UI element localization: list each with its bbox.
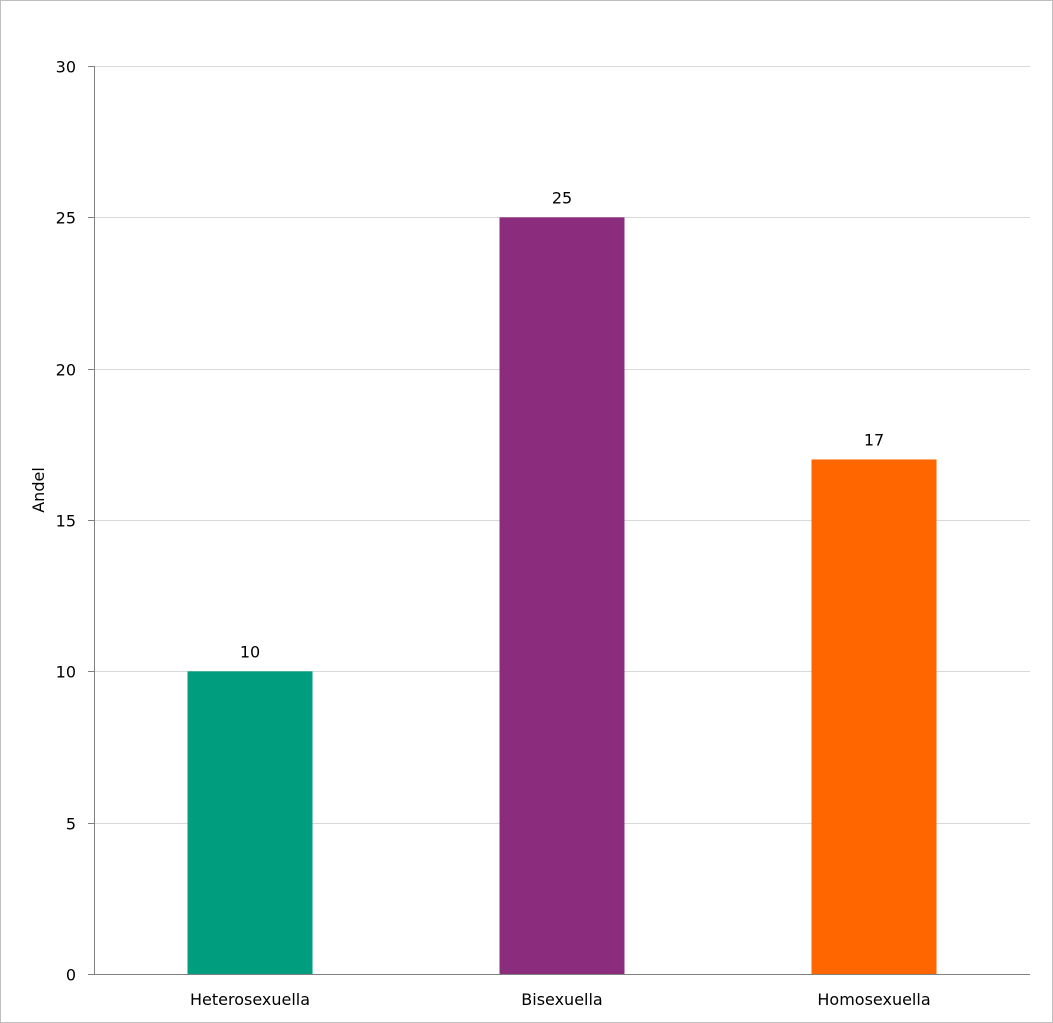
bar-homosexuella	[811, 459, 937, 974]
y-tick-label: 15	[56, 512, 76, 531]
x-category-label: Homosexuella	[817, 990, 930, 1009]
bars	[187, 217, 937, 975]
y-tick-label: 0	[66, 966, 76, 985]
y-tick-label: 25	[56, 209, 76, 228]
data-label: 25	[552, 188, 572, 207]
x-category-label: Bisexuella	[521, 990, 602, 1009]
labels: 0 5 10 15 20 25 30 10 Heterosexuella 25 Bisexuella…	[56, 58, 931, 1010]
bar-heterosexuella	[187, 671, 313, 974]
y-tick-label: 10	[56, 663, 76, 682]
axes	[88, 66, 1030, 975]
data-label: 17	[864, 430, 884, 449]
y-axis-title: Andel	[29, 467, 48, 513]
data-label: 10	[240, 642, 260, 661]
y-tick-label: 20	[56, 361, 76, 380]
x-category-label: Heterosexuella	[190, 990, 310, 1009]
y-tick-label: 30	[56, 58, 76, 77]
bar-bisexuella	[499, 217, 625, 975]
y-tick-label: 5	[66, 815, 76, 834]
